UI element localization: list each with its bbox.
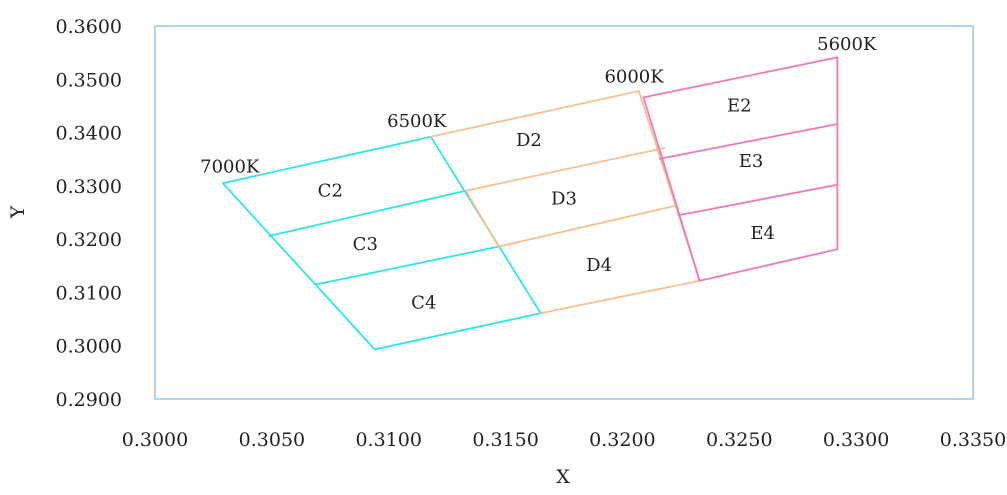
plot-frame: [154, 25, 974, 400]
series-d-segment-3: [539, 279, 701, 315]
series-c-segment-3: [373, 312, 542, 351]
y-tick-label: 0.2900: [56, 389, 122, 411]
x-axis-title: X: [556, 466, 570, 488]
region-label-d4: D4: [586, 255, 612, 276]
x-tick-label: 0.3300: [823, 429, 889, 451]
x-tick-label: 0.3150: [472, 429, 538, 451]
cct-label-7000k: 7000K: [200, 157, 260, 178]
y-tick-label: 0.3000: [56, 336, 122, 358]
x-tick-label: 0.3100: [355, 429, 421, 451]
series-d-segment-2: [497, 205, 675, 248]
series-c-segment-0: [221, 135, 432, 185]
region-label-e3: E3: [739, 151, 764, 172]
series-e-segment-0: [642, 56, 839, 99]
x-tick-label: 0.3250: [706, 429, 772, 451]
y-tick-label: 0.3400: [56, 123, 122, 145]
y-tick-label: 0.3300: [56, 176, 122, 198]
x-tick-label: 0.3050: [239, 429, 305, 451]
label-layer: C2 C3 C4 D2 D3 D4 E2 E3 E4 7000K 6500K 6000K 5600K: [200, 34, 877, 313]
series-e-segment-5: [642, 96, 701, 282]
y-tick-label: 0.3600: [56, 16, 122, 38]
x-tick-label: 0.3000: [122, 429, 188, 451]
y-tick-label: 0.3200: [56, 229, 122, 251]
region-label-c2: C2: [318, 181, 343, 202]
region-label-c3: C3: [353, 234, 378, 255]
series-e: [642, 56, 839, 282]
x-tick-label: 0.3200: [589, 429, 655, 451]
series-c-segment-2: [315, 245, 500, 286]
region-label-e2: E2: [727, 95, 752, 116]
series-layer: [221, 56, 839, 351]
y-axis-title: Y: [7, 205, 29, 219]
cct-label-6000k: 6000K: [604, 67, 664, 88]
region-label-d3: D3: [551, 189, 577, 210]
series-d-segment-0: [429, 90, 640, 138]
series-d-segment-1: [464, 147, 666, 192]
series-c-segment-4: [221, 182, 376, 351]
region-label-e4: E4: [750, 223, 775, 244]
series-e-segment-1: [658, 123, 839, 160]
region-label-c4: C4: [411, 292, 436, 313]
series-d-segment-4: [464, 189, 500, 248]
cct-label-6500k: 6500K: [387, 111, 447, 132]
y-tick-label: 0.3100: [56, 282, 122, 304]
tick-layer: 0.3000 0.3050 0.3100 0.3150 0.3200 0.3250 0.33…: [56, 16, 1007, 451]
region-label-d2: D2: [516, 130, 542, 151]
series-c: [221, 135, 542, 351]
series-e-segment-2: [677, 183, 839, 217]
series-e-segment-3: [698, 248, 839, 282]
cct-label-5600k: 5600K: [817, 34, 877, 55]
y-tick-label: 0.3500: [56, 69, 122, 91]
series-c-segment-1: [268, 189, 467, 237]
x-tick-label: 0.3350: [940, 429, 1006, 451]
